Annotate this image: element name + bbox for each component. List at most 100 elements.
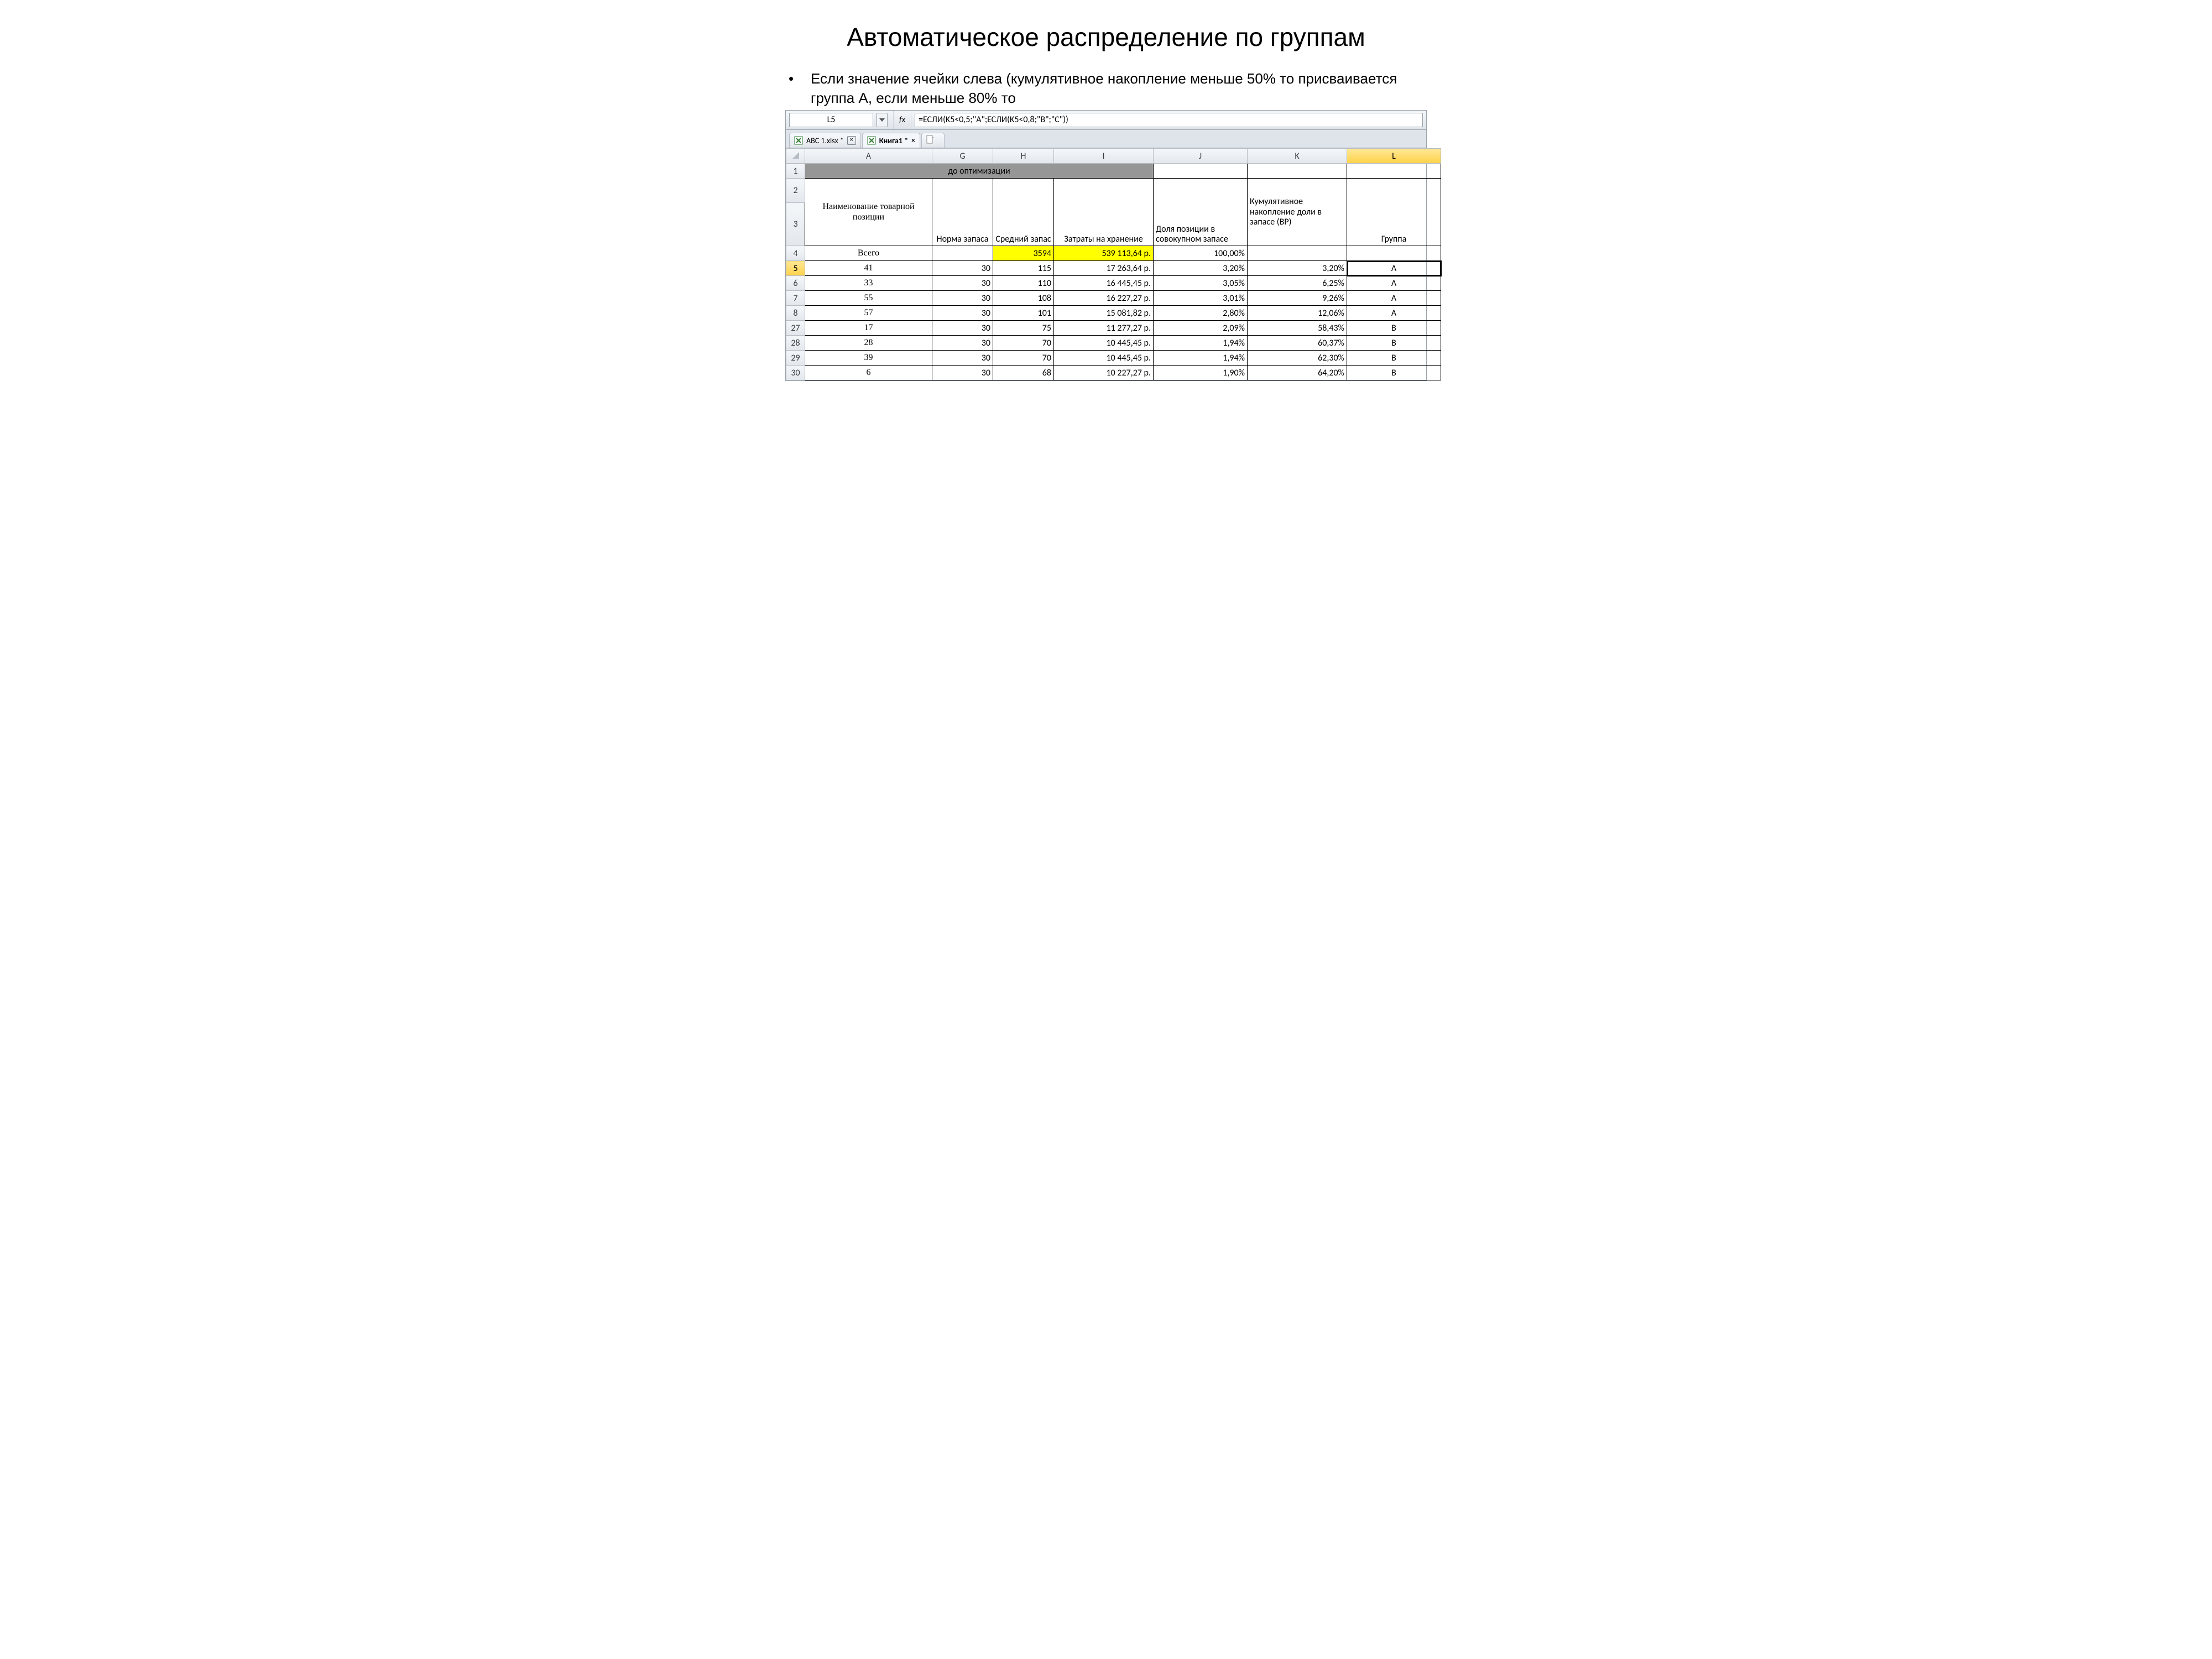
cell[interactable]: 16 227,27 р. <box>1054 291 1154 306</box>
cell[interactable]: до оптимизации <box>805 164 1154 179</box>
cell[interactable]: 28 <box>805 336 932 351</box>
cell[interactable]: 3594 <box>993 246 1054 261</box>
cell[interactable]: 101 <box>993 306 1054 321</box>
row-header[interactable]: 30 <box>786 366 805 380</box>
cell[interactable]: 33 <box>805 276 932 291</box>
cell[interactable]: 30 <box>932 321 993 336</box>
cell[interactable]: 110 <box>993 276 1054 291</box>
cell[interactable]: 11 277,27 р. <box>1054 321 1154 336</box>
workbook-tab-abc1[interactable]: ABC 1.xlsx * × <box>789 133 861 148</box>
cell[interactable]: 70 <box>993 336 1054 351</box>
cell[interactable] <box>1248 246 1347 261</box>
col-header-A[interactable]: A <box>805 149 932 164</box>
cell[interactable]: 2,80% <box>1154 306 1248 321</box>
cell[interactable]: 30 <box>932 336 993 351</box>
cell[interactable]: B <box>1347 351 1441 366</box>
cell[interactable]: Всего <box>805 246 932 261</box>
row-header[interactable]: 4 <box>786 246 805 261</box>
cell[interactable]: 57 <box>805 306 932 321</box>
cell[interactable]: 108 <box>993 291 1054 306</box>
cell[interactable]: 10 227,27 р. <box>1054 366 1154 380</box>
close-icon[interactable]: × <box>911 137 915 145</box>
workbook-tab-kniga1[interactable]: Книга1 * × <box>862 133 920 148</box>
cell[interactable]: 17 <box>805 321 932 336</box>
select-all-corner[interactable] <box>786 149 805 164</box>
cell[interactable] <box>932 246 993 261</box>
cell[interactable]: 1,94% <box>1154 351 1248 366</box>
cell[interactable]: A <box>1347 291 1441 306</box>
cell[interactable]: 3,20% <box>1154 261 1248 276</box>
cell[interactable]: 58,43% <box>1248 321 1347 336</box>
cell[interactable]: 75 <box>993 321 1054 336</box>
name-box[interactable]: L5 <box>789 113 873 127</box>
cell[interactable]: 1,90% <box>1154 366 1248 380</box>
cell[interactable]: 10 445,45 р. <box>1054 336 1154 351</box>
cell[interactable]: 3,01% <box>1154 291 1248 306</box>
cell[interactable]: 6,25% <box>1248 276 1347 291</box>
cell[interactable]: B <box>1347 336 1441 351</box>
formula-input[interactable]: =ЕСЛИ(K5<0,5;"A";ЕСЛИ(K5<0,8;"B";"C")) <box>915 113 1423 127</box>
cell[interactable] <box>1347 246 1441 261</box>
cell[interactable]: 100,00% <box>1154 246 1248 261</box>
cell-header-A[interactable]: Наименование товарной позиции <box>805 179 932 246</box>
cell-header-L[interactable]: Группа <box>1347 179 1441 246</box>
cell[interactable]: 1,94% <box>1154 336 1248 351</box>
cell[interactable]: 70 <box>993 351 1054 366</box>
cell[interactable]: A <box>1347 276 1441 291</box>
cell[interactable]: 60,37% <box>1248 336 1347 351</box>
col-header-H[interactable]: H <box>993 149 1054 164</box>
cell[interactable]: 55 <box>805 291 932 306</box>
row-header[interactable]: 5 <box>786 261 805 276</box>
row-header[interactable]: 27 <box>786 321 805 336</box>
cell[interactable]: 9,26% <box>1248 291 1347 306</box>
cell[interactable]: A <box>1347 261 1441 276</box>
cell-header-H[interactable]: Средний запас <box>993 179 1054 246</box>
row-header[interactable]: 1 <box>786 164 805 179</box>
cell[interactable]: 16 445,45 р. <box>1054 276 1154 291</box>
cell[interactable]: 30 <box>932 351 993 366</box>
cell-header-J[interactable]: Доля позиции в совокупном запасе <box>1154 179 1248 246</box>
cell[interactable]: B <box>1347 366 1441 380</box>
row-header[interactable]: 28 <box>786 336 805 351</box>
cell-header-G[interactable]: Норма запаса <box>932 179 993 246</box>
cell[interactable]: 30 <box>932 276 993 291</box>
cell[interactable]: 17 263,64 р. <box>1054 261 1154 276</box>
col-header-L[interactable]: L <box>1347 149 1441 164</box>
cell[interactable]: 539 113,64 р. <box>1054 246 1154 261</box>
row-header[interactable]: 6 <box>786 276 805 291</box>
close-icon[interactable]: × <box>847 136 856 145</box>
new-workbook-tab[interactable] <box>921 133 945 148</box>
col-header-G[interactable]: G <box>932 149 993 164</box>
cell[interactable]: 3,05% <box>1154 276 1248 291</box>
cell[interactable]: 30 <box>932 291 993 306</box>
row-header[interactable]: 29 <box>786 351 805 366</box>
cell[interactable]: 30 <box>932 306 993 321</box>
cell[interactable]: B <box>1347 321 1441 336</box>
row-header[interactable]: 2 <box>786 179 805 203</box>
row-header[interactable]: 7 <box>786 291 805 306</box>
cell[interactable]: 15 081,82 р. <box>1054 306 1154 321</box>
spreadsheet-grid[interactable]: A G H I J K L 1 до оптимизации <box>786 148 1426 380</box>
cell[interactable] <box>1347 164 1441 179</box>
cell[interactable]: 62,30% <box>1248 351 1347 366</box>
cell[interactable] <box>1154 164 1248 179</box>
cell[interactable]: 12,06% <box>1248 306 1347 321</box>
cell-header-K[interactable]: Кумулятивное накопление доли в запасе (В… <box>1248 179 1347 246</box>
cell[interactable]: 64,20% <box>1248 366 1347 380</box>
cell[interactable]: 39 <box>805 351 932 366</box>
cell[interactable]: 41 <box>805 261 932 276</box>
name-box-dropdown-icon[interactable] <box>877 113 888 127</box>
cell[interactable]: A <box>1347 306 1441 321</box>
row-header[interactable]: 3 <box>786 203 805 246</box>
cell[interactable]: 3,20% <box>1248 261 1347 276</box>
col-header-K[interactable]: K <box>1248 149 1347 164</box>
cell-header-I[interactable]: Затраты на хранение <box>1054 179 1154 246</box>
cell[interactable]: 2,09% <box>1154 321 1248 336</box>
fx-button[interactable]: fx <box>893 111 911 129</box>
cell[interactable]: 30 <box>932 366 993 380</box>
row-header[interactable]: 8 <box>786 306 805 321</box>
cell[interactable]: 115 <box>993 261 1054 276</box>
cell[interactable]: 6 <box>805 366 932 380</box>
cell[interactable] <box>1248 164 1347 179</box>
cell[interactable]: 30 <box>932 261 993 276</box>
